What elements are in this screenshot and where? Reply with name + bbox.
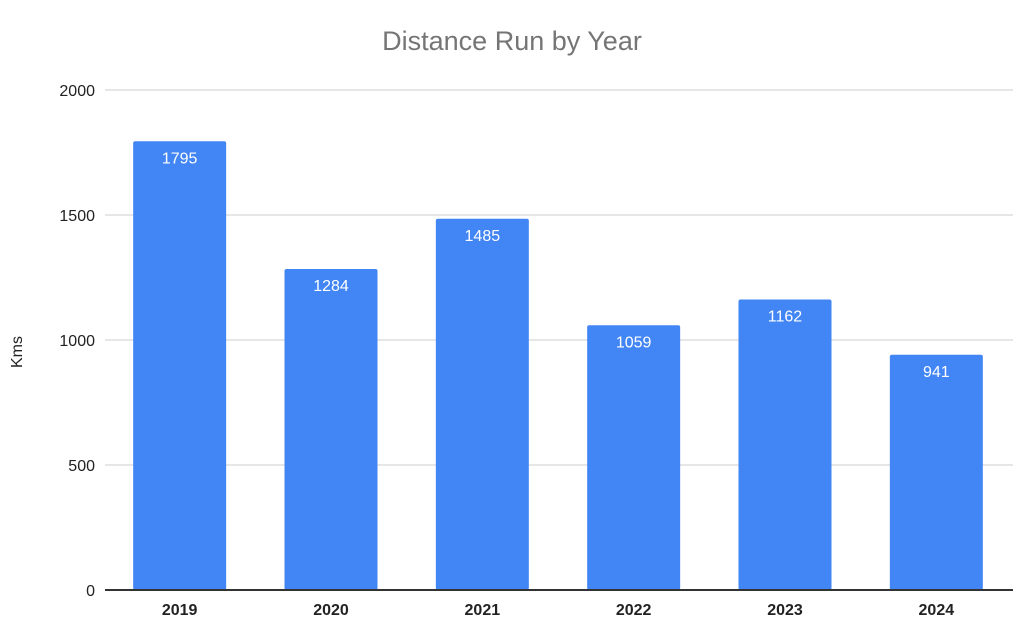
x-tick-label-2021: 2021 [465, 602, 501, 619]
x-tick-labels: 2019 2020 2021 2022 2023 2024 [162, 602, 954, 619]
x-tick-label-2019: 2019 [162, 602, 198, 619]
bar-2024 [889, 354, 983, 590]
data-label-2023: 1162 [768, 309, 803, 326]
y-tick-label-1000: 1000 [59, 333, 95, 350]
x-tick-label-2024: 2024 [919, 602, 955, 619]
data-label-2019: 1795 [162, 150, 198, 167]
bars [133, 141, 983, 590]
data-label-2021: 1485 [465, 228, 501, 245]
data-label-2020: 1284 [313, 278, 349, 295]
bar-2020 [284, 269, 378, 590]
y-axis-label: Kms [9, 336, 26, 368]
y-tick-label-2000: 2000 [59, 83, 95, 100]
bar-2023 [738, 299, 832, 590]
x-tick-label-2023: 2023 [767, 602, 803, 619]
x-tick-label-2022: 2022 [616, 602, 652, 619]
bar-2021 [435, 218, 529, 590]
y-tick-labels: 0 500 1000 1500 2000 [59, 83, 95, 600]
data-labels: 1795 1284 1485 1059 1162 941 [162, 150, 950, 381]
y-tick-label-1500: 1500 [59, 208, 95, 225]
data-label-2022: 1059 [616, 334, 652, 351]
chart-title: Distance Run by Year [382, 26, 642, 56]
bar-2019 [133, 141, 227, 590]
x-tick-label-2020: 2020 [313, 602, 349, 619]
bar-2022 [587, 325, 681, 590]
data-label-2024: 941 [923, 364, 950, 381]
y-tick-label-500: 500 [68, 458, 95, 475]
gridlines [105, 89, 1013, 466]
y-tick-label-0: 0 [86, 583, 95, 600]
